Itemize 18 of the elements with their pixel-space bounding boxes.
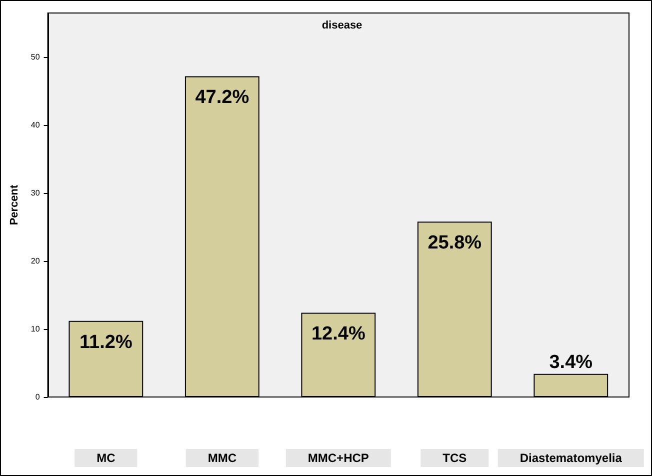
x-tick-label: TCS bbox=[442, 451, 467, 465]
data-label: 12.4% bbox=[311, 324, 366, 345]
y-axis-title: Percent bbox=[8, 184, 20, 226]
y-tick-label: 10 bbox=[30, 324, 40, 334]
data-label: 3.4% bbox=[549, 352, 593, 373]
data-label: 47.2% bbox=[195, 87, 250, 108]
text: disease bbox=[322, 20, 362, 32]
data-label: 11.2% bbox=[80, 332, 132, 353]
y-tick-label: 0 bbox=[35, 392, 40, 402]
x-tick-label: MC bbox=[96, 451, 116, 465]
data-label: 25.8% bbox=[428, 232, 482, 254]
y-tick-label: 40 bbox=[30, 120, 40, 130]
x-tick-label: MMC bbox=[208, 451, 237, 465]
y-tick-label: 30 bbox=[30, 188, 40, 198]
x-tick-label: Diastematomyelia bbox=[520, 451, 622, 465]
x-tick-label: MMC+HCP bbox=[308, 451, 369, 465]
y-tick-label: 20 bbox=[30, 256, 40, 266]
y-tick-label: 50 bbox=[30, 52, 40, 62]
